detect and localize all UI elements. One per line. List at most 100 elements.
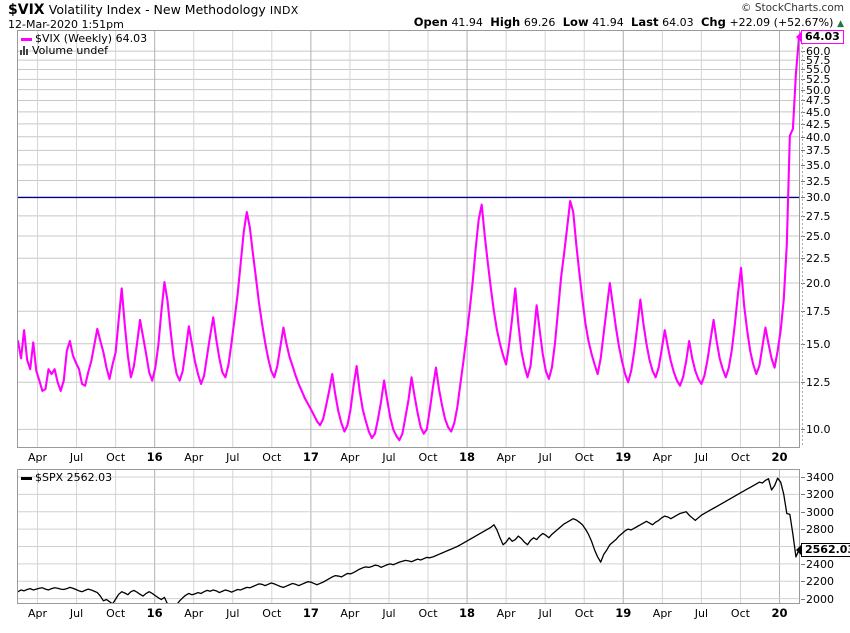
low-label: Low <box>562 15 589 29</box>
vix-minor-tick <box>802 419 803 421</box>
vix-minor-tick <box>802 239 803 241</box>
vix-minor-tick <box>802 287 803 289</box>
vix-legend-label: $VIX (Weekly) 64.03 <box>35 32 148 45</box>
x-axis-label: 19 <box>615 450 632 464</box>
vix-minor-tick <box>802 151 803 153</box>
chart-title: $VIX Volatility Index - New Methodology … <box>8 2 299 18</box>
vix-minor-tick <box>802 251 803 253</box>
spx-last-tag-pointer <box>796 543 802 556</box>
x-axis-label: 17 <box>302 450 319 464</box>
vix-y-label: 40.0 <box>806 130 831 144</box>
quote-bar: Open 41.94 High 69.26 Low 41.94 Last 64.… <box>414 15 844 29</box>
vix-y-label: 42.5 <box>806 117 831 131</box>
vix-y-label: 27.5 <box>806 209 831 223</box>
vix-minor-tick <box>802 367 803 369</box>
vix-line-swatch <box>21 37 32 41</box>
vix-minor-tick <box>802 259 803 261</box>
vix-minor-tick <box>802 383 803 385</box>
vix-minor-tick <box>802 347 803 349</box>
x-axis-label: Apr <box>340 607 360 620</box>
vix-minor-tick <box>802 103 803 105</box>
vix-minor-tick <box>802 99 803 101</box>
vix-minor-tick <box>802 395 803 397</box>
vix-minor-tick <box>802 143 803 145</box>
change-up-arrow: ▲ <box>837 19 844 29</box>
vix-minor-tick <box>802 95 803 97</box>
x-axis-label: Apr <box>652 607 672 620</box>
chg-label: Chg <box>700 15 726 29</box>
vix-minor-tick <box>802 203 803 205</box>
vix-minor-tick <box>802 111 803 113</box>
vix-minor-tick <box>802 195 803 197</box>
vix-minor-tick <box>802 247 803 249</box>
vix-y-tick <box>801 111 805 113</box>
vix-y-tick <box>801 197 805 199</box>
vix-y-label: 20.0 <box>806 277 831 291</box>
x-axis-label: 20 <box>771 606 788 620</box>
x-axis-label: Apr <box>28 607 48 620</box>
vix-minor-tick <box>802 63 803 65</box>
vix-y-tick <box>801 123 805 125</box>
vix-y-label: 25.0 <box>806 229 831 243</box>
vix-minor-tick <box>802 311 803 313</box>
x-axis-label: Jul <box>69 451 84 464</box>
spx-legend: $SPX 2562.03 <box>21 471 112 484</box>
vix-minor-tick <box>802 123 803 125</box>
x-axis-label: Jul <box>694 451 709 464</box>
vix-minor-tick <box>802 351 803 353</box>
x-axis-label: Apr <box>340 451 360 464</box>
vix-minor-tick <box>802 439 803 441</box>
x-axis-label: Oct <box>262 451 282 464</box>
spx-y-label: 2200 <box>806 575 834 589</box>
vix-minor-tick <box>802 235 803 237</box>
vix-minor-tick <box>802 267 803 269</box>
vix-minor-tick <box>802 79 803 81</box>
vix-minor-tick <box>802 391 803 393</box>
vix-minor-tick <box>802 443 803 445</box>
vix-y-tick <box>801 69 805 71</box>
x-axis-label: Apr <box>496 451 516 464</box>
vix-y-label: 37.5 <box>806 144 831 158</box>
vix-minor-tick <box>802 423 803 425</box>
vix-y-tick <box>801 429 805 431</box>
vix-last-price-tag: 64.03 <box>801 30 844 45</box>
vix-minor-tick <box>802 343 803 345</box>
spx-y-tick <box>801 581 805 583</box>
spx-last-price-tag: 2562.03 <box>801 542 850 557</box>
vix-minor-tick <box>802 55 803 57</box>
chart-symbol: $VIX <box>8 2 45 18</box>
vix-minor-tick <box>802 183 803 185</box>
vix-minor-tick <box>802 91 803 93</box>
vix-minor-tick <box>802 199 803 201</box>
vix-minor-tick <box>802 227 803 229</box>
vix-minor-tick <box>802 339 803 341</box>
x-axis-label: Oct <box>730 607 750 620</box>
chart-name: Volatility Index - New Methodology <box>48 2 266 17</box>
x-axis-label: Oct <box>730 451 750 464</box>
x-axis-label: Apr <box>652 451 672 464</box>
x-axis-label: 18 <box>459 450 476 464</box>
vix-y-label: 30.0 <box>806 191 831 205</box>
x-axis-label: 20 <box>771 450 788 464</box>
x-axis-label: 17 <box>302 606 319 620</box>
chg-value: +22.09 (+52.67%) <box>729 16 834 29</box>
vix-minor-tick <box>802 327 803 329</box>
vix-y-label: 50.0 <box>806 83 831 97</box>
x-axis-label: 18 <box>459 606 476 620</box>
vix-y-label: 60.0 <box>806 45 831 59</box>
x-axis-label: 16 <box>146 606 163 620</box>
vix-minor-tick <box>802 51 803 53</box>
vix-minor-tick <box>802 303 803 305</box>
chart-datetime: 12-Mar-2020 1:51pm <box>8 18 124 31</box>
vix-y-label: 22.5 <box>806 252 831 266</box>
vix-minor-tick <box>802 139 803 141</box>
vix-minor-tick <box>802 163 803 165</box>
x-axis-label: Jul <box>382 451 396 464</box>
vix-minor-tick <box>802 307 803 309</box>
vix-y-label: 17.5 <box>806 305 831 319</box>
vix-volume-legend: Volume undef <box>20 44 108 57</box>
vix-minor-tick <box>802 155 803 157</box>
vix-minor-tick <box>802 75 803 77</box>
vix-minor-tick <box>802 371 803 373</box>
vix-minor-tick <box>802 319 803 321</box>
